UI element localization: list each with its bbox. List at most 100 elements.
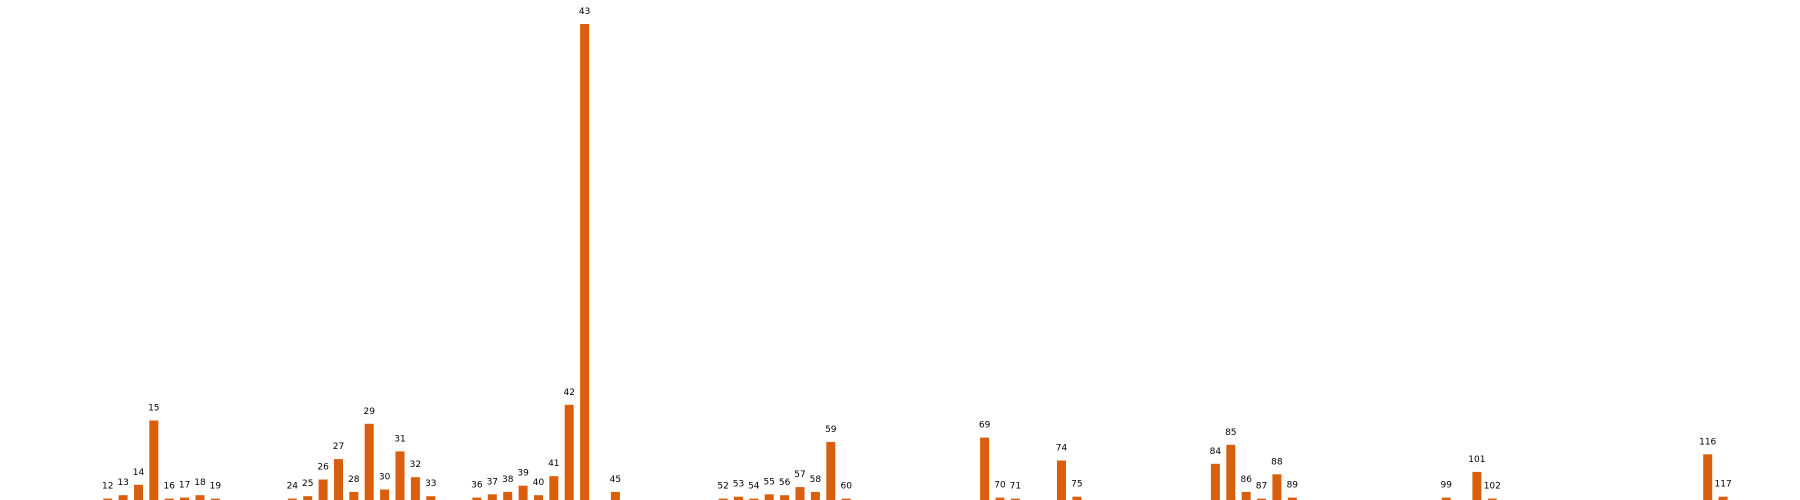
- bar-label-32: 32: [410, 460, 421, 470]
- bar-39: [518, 485, 528, 500]
- bar-32: [410, 477, 420, 500]
- bar-33: [426, 496, 436, 500]
- bar-label-99: 99: [1440, 481, 1452, 491]
- bar-label-36: 36: [471, 481, 483, 491]
- bar-label-74: 74: [1056, 444, 1068, 454]
- bar-28: [349, 491, 359, 500]
- bar-label-27: 27: [333, 442, 344, 452]
- bar-84: [1210, 463, 1220, 500]
- bar-16: [164, 498, 174, 500]
- bar-label-28: 28: [348, 475, 360, 485]
- bar-58: [810, 491, 820, 500]
- bar-26: [318, 479, 328, 500]
- bar-59: [826, 441, 836, 500]
- bar-label-85: 85: [1225, 428, 1236, 438]
- bar-14: [134, 484, 143, 500]
- bar-29: [364, 423, 374, 500]
- bar-87: [1257, 498, 1266, 500]
- bar-label-13: 13: [117, 478, 128, 488]
- bar-57: [795, 487, 805, 500]
- bar-label-12: 12: [102, 482, 113, 492]
- bar-54: [749, 498, 759, 500]
- bar-102: [1487, 498, 1497, 500]
- bar-55: [764, 494, 774, 500]
- bar-label-24: 24: [287, 482, 299, 492]
- bar-label-16: 16: [163, 482, 175, 492]
- bar-label-75: 75: [1071, 480, 1082, 490]
- bar-53: [734, 496, 743, 500]
- bar-70: [995, 497, 1005, 500]
- bar-43: [580, 24, 590, 500]
- bar-label-17: 17: [179, 481, 190, 491]
- bar-45: [610, 491, 620, 500]
- bar-label-70: 70: [994, 481, 1006, 491]
- bar-71: [1010, 498, 1020, 500]
- bar-41: [549, 476, 559, 500]
- bar-75: [1072, 496, 1082, 500]
- bar-label-117: 117: [1715, 480, 1732, 490]
- bar-101: [1472, 471, 1482, 500]
- bar-label-71: 71: [1010, 482, 1021, 492]
- bar-12: [103, 498, 113, 500]
- bar-label-41: 41: [548, 459, 559, 469]
- bar-37: [487, 494, 497, 500]
- bar-18: [195, 495, 205, 500]
- bar-label-45: 45: [610, 475, 621, 485]
- bar-25: [303, 496, 313, 500]
- bar-99: [1441, 497, 1451, 500]
- bar-label-58: 58: [810, 475, 822, 485]
- bar-19: [210, 498, 220, 500]
- bar-label-14: 14: [133, 468, 145, 478]
- bar-88: [1272, 474, 1282, 500]
- bar-86: [1241, 491, 1251, 500]
- bars-group: [103, 24, 1728, 500]
- bar-89: [1287, 497, 1297, 500]
- bar-label-33: 33: [425, 479, 436, 489]
- bar-36: [472, 497, 482, 500]
- bar-15: [149, 420, 159, 500]
- bar-label-60: 60: [840, 482, 852, 492]
- bar-117: [1718, 496, 1728, 500]
- bar-42: [564, 404, 574, 500]
- bar-label-57: 57: [794, 470, 805, 480]
- bar-label-87: 87: [1256, 482, 1267, 492]
- bar-label-101: 101: [1468, 455, 1485, 465]
- bar-27: [334, 459, 343, 500]
- bar-30: [380, 489, 390, 500]
- bar-label-102: 102: [1484, 482, 1501, 492]
- bar-label-59: 59: [825, 425, 837, 435]
- bar-13: [118, 495, 128, 500]
- bar-label-42: 42: [563, 388, 574, 398]
- bar-label-38: 38: [502, 475, 514, 485]
- bar-31: [395, 451, 405, 500]
- bar-label-18: 18: [194, 478, 206, 488]
- bar-label-86: 86: [1240, 475, 1252, 485]
- bar-24: [287, 498, 297, 500]
- bar-label-88: 88: [1271, 457, 1283, 467]
- bar-label-89: 89: [1287, 481, 1299, 491]
- bar-label-31: 31: [394, 434, 405, 444]
- bar-label-53: 53: [733, 480, 744, 490]
- bar-116: [1703, 454, 1713, 500]
- bar-label-40: 40: [533, 478, 545, 488]
- bar-label-15: 15: [148, 404, 159, 414]
- bar-label-55: 55: [763, 477, 774, 487]
- bar-label-52: 52: [717, 482, 728, 492]
- bar-label-69: 69: [979, 421, 991, 431]
- bar-label-19: 19: [210, 482, 222, 492]
- bar-85: [1226, 444, 1236, 500]
- bar-38: [503, 491, 513, 500]
- bar-label-54: 54: [748, 482, 760, 492]
- bar-74: [1057, 460, 1066, 500]
- bar-label-26: 26: [317, 463, 329, 473]
- bar-label-84: 84: [1210, 447, 1222, 457]
- bar-labels-group: 12 13 14 15 16 17 18 19 24 25 26 27 28 29 30 31 32 33 36 37…: [102, 7, 1732, 492]
- bar-52: [718, 498, 728, 500]
- bar-label-37: 37: [487, 477, 498, 487]
- bar-label-30: 30: [379, 473, 391, 483]
- bar-17: [180, 497, 190, 500]
- bar-label-43: 43: [579, 7, 590, 17]
- bar-label-29: 29: [363, 407, 375, 417]
